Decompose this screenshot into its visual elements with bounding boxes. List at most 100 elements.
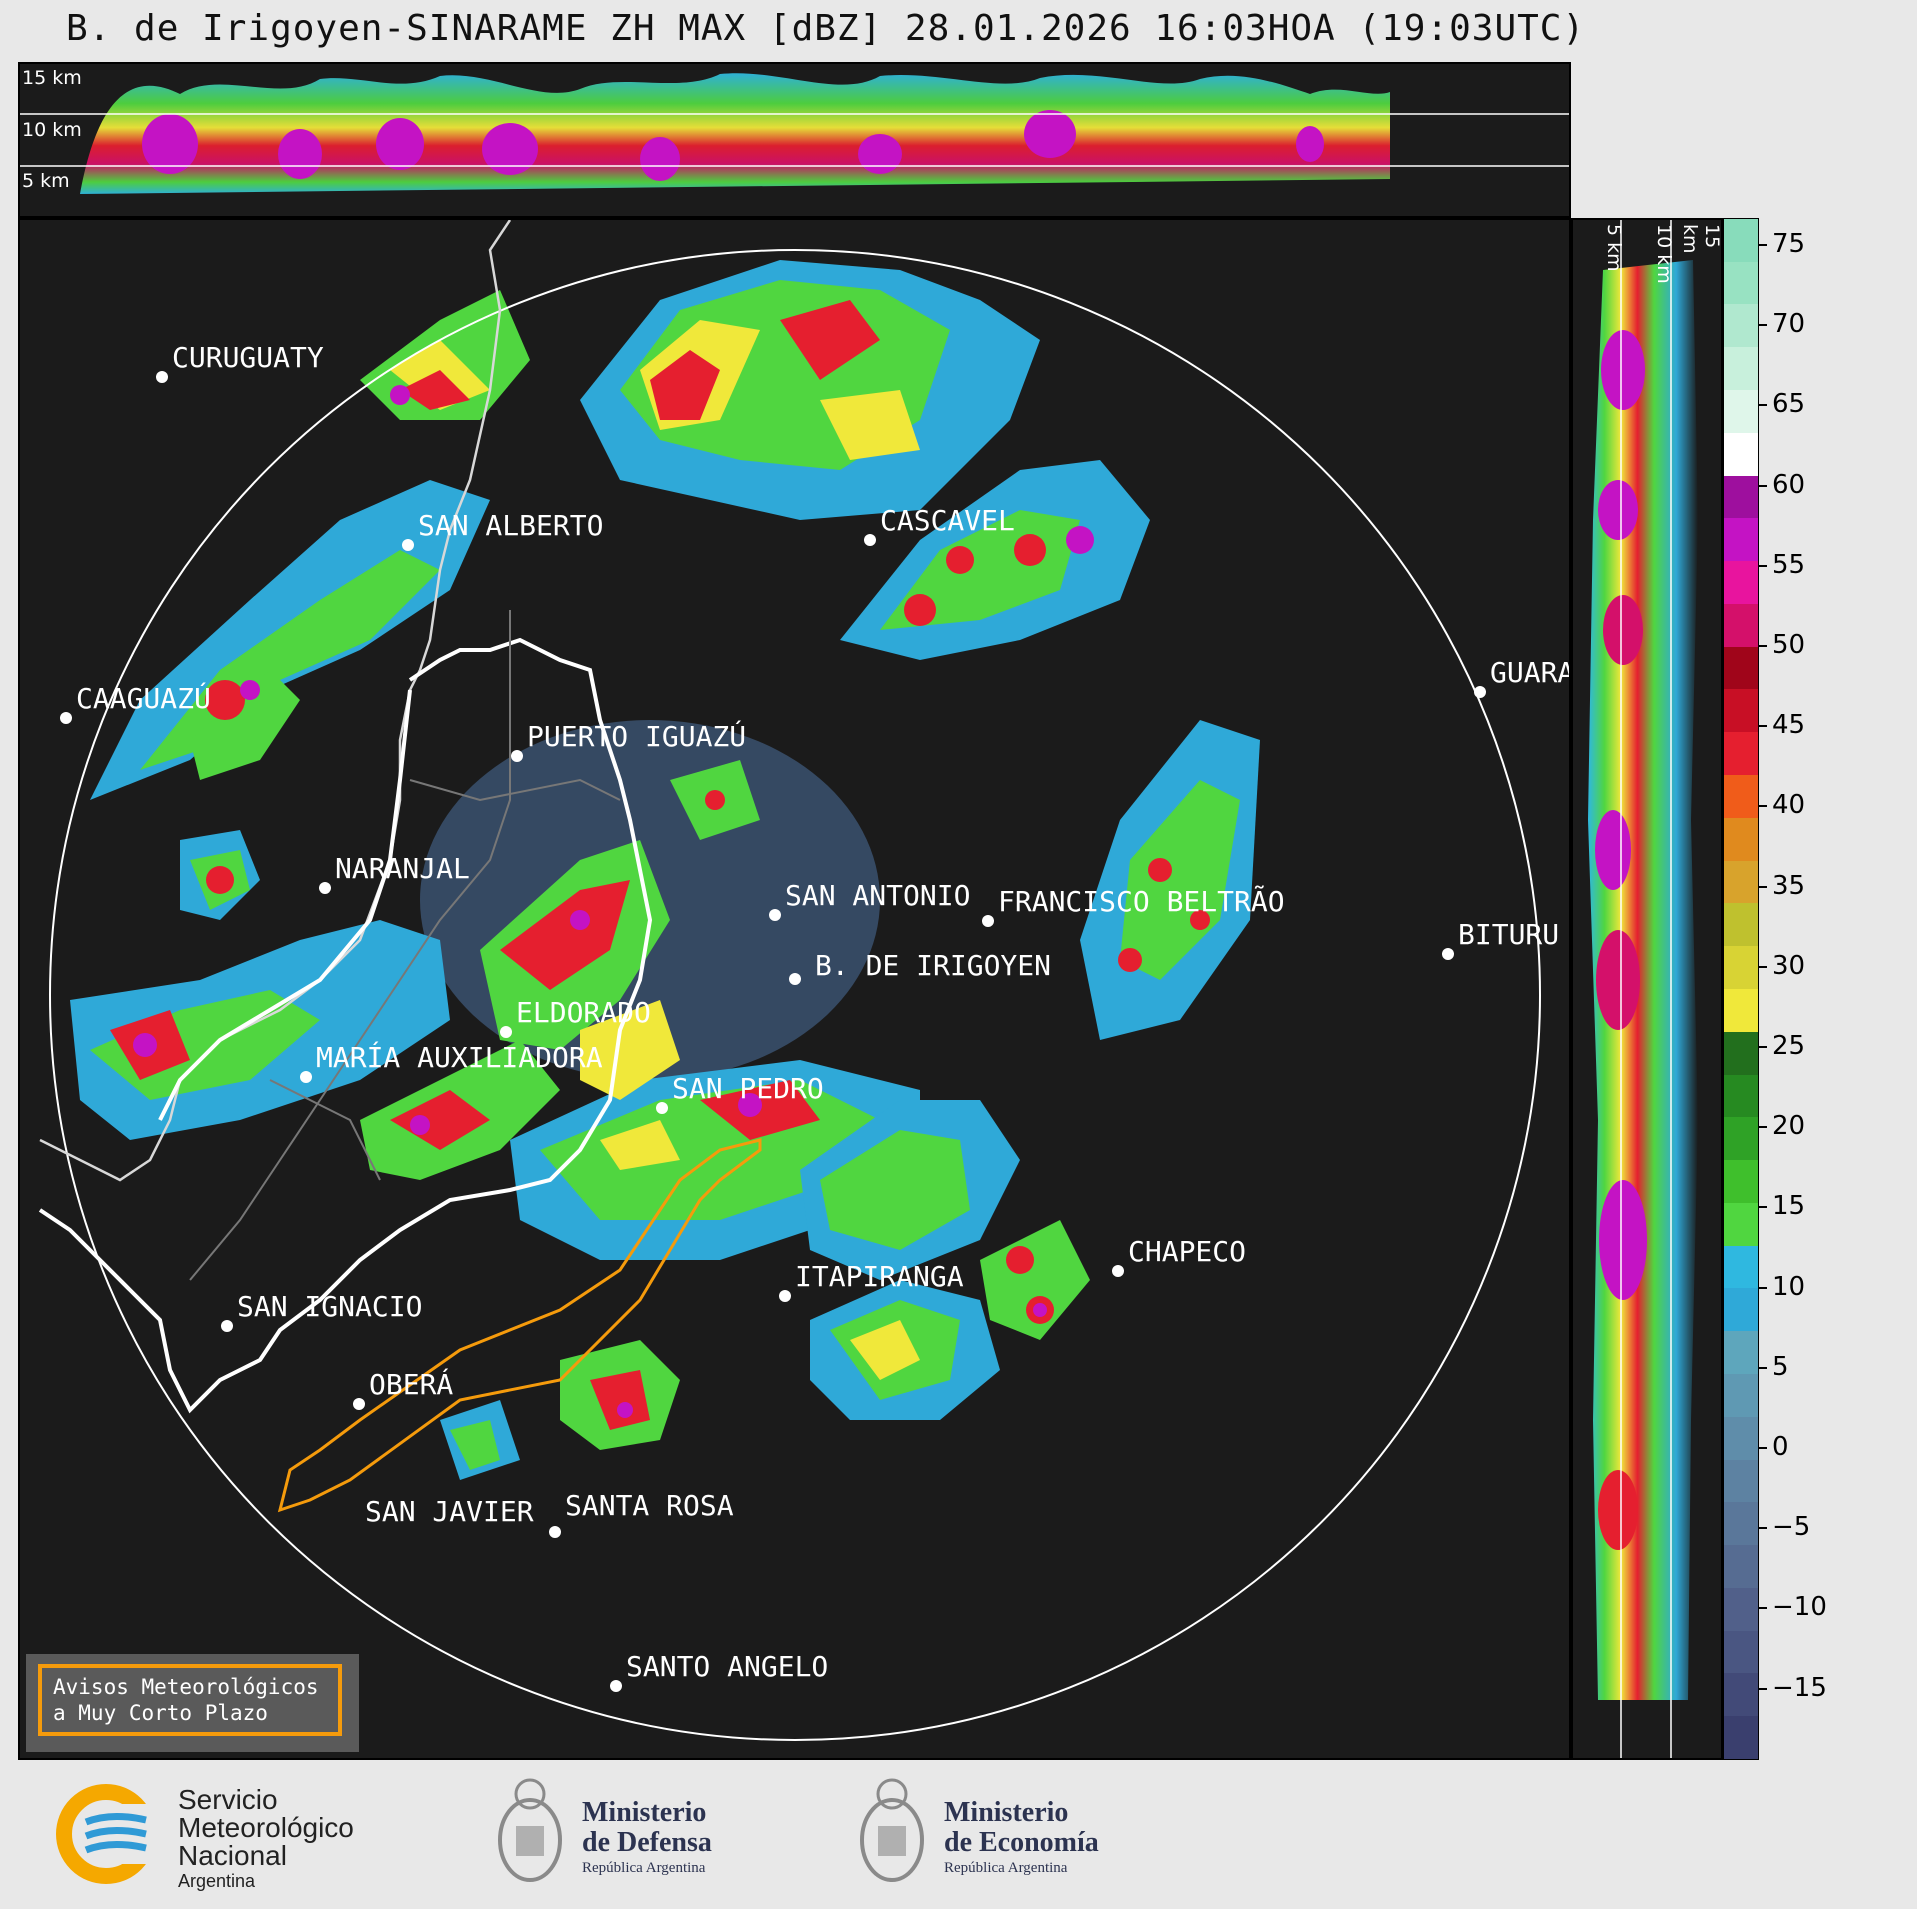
smn-line2: Meteorológico	[178, 1812, 354, 1843]
colorbar-tick-label: 65	[1772, 389, 1806, 420]
colorbar-tick-label: −10	[1772, 1592, 1827, 1623]
colorbar-band	[1724, 1074, 1758, 1118]
smn-logo-text: Servicio Meteorológico Nacional Argentin…	[178, 1786, 354, 1892]
colorbar-band	[1724, 561, 1758, 604]
range-ring	[49, 249, 1541, 1741]
colorbar-tick	[1759, 1687, 1767, 1690]
city-label-b-de-irigoyen: B. DE IRIGOYEN	[815, 949, 1051, 982]
city-dot	[1112, 1265, 1124, 1277]
city-dot	[300, 1071, 312, 1083]
city-label-san-javier: SAN JAVIER	[365, 1495, 534, 1528]
avisos-box[interactable]: Avisos Meteorológicos a Muy Corto Plazo	[26, 1654, 359, 1752]
city-label-puerto-iguazu: PUERTO IGUAZÚ	[527, 719, 746, 753]
colorbar-tick-label: 55	[1772, 549, 1806, 580]
colorbar-tick-label: 60	[1772, 469, 1806, 500]
city-dot	[656, 1102, 668, 1114]
city-label-santo-angelo: SANTO ANGELO	[626, 1650, 828, 1683]
colorbar-band	[1724, 946, 1758, 989]
colorbar-band	[1724, 603, 1758, 647]
colorbar-band	[1724, 775, 1758, 818]
city-label-eldorado: ELDORADO	[516, 996, 651, 1029]
colorbar-band	[1724, 1331, 1758, 1374]
colorbar-tick-label: 20	[1772, 1111, 1806, 1142]
economia-crest-icon	[860, 1778, 924, 1882]
colorbar-tick-label: 35	[1772, 870, 1806, 901]
city-label-itapiranga: ITAPIRANGA	[795, 1260, 964, 1293]
colorbar-tick	[1759, 1447, 1767, 1449]
colorbar-tick-label: 15	[1772, 1191, 1806, 1222]
colorbar-tick	[1759, 1046, 1767, 1048]
economia-line2: de Economía	[944, 1827, 1099, 1858]
colorbar-band	[1724, 432, 1758, 476]
city-label-bituru: BITURU	[1458, 918, 1559, 951]
colorbar-tick-label: 70	[1772, 309, 1806, 340]
economia-logo-text: Ministerio de Economía República Argenti…	[944, 1798, 1099, 1878]
city-dot	[549, 1526, 561, 1538]
side-height-15km: 15 km	[1679, 224, 1723, 254]
smn-line4: Argentina	[178, 1871, 256, 1891]
colorbar-tick-label: 45	[1772, 710, 1806, 741]
colorbar-tick	[1759, 1607, 1767, 1610]
river-border	[39, 220, 512, 1182]
city-dot	[864, 534, 876, 546]
city-dot	[769, 909, 781, 921]
colorbar-tick	[1759, 805, 1767, 808]
colorbar-tick	[1759, 885, 1767, 888]
colorbar-tick	[1759, 1206, 1767, 1209]
city-label-guara: GUARA	[1490, 656, 1569, 689]
city-dot	[500, 1026, 512, 1038]
defensa-logo-text: Ministerio de Defensa República Argentin…	[582, 1798, 712, 1878]
colorbar-band	[1724, 1117, 1758, 1161]
colorbar-tick	[1759, 1366, 1767, 1369]
colorbar-tick-label: 30	[1772, 950, 1806, 981]
defensa-crest-icon	[498, 1778, 562, 1882]
avisos-line1: Avisos Meteorológicos	[53, 1675, 319, 1699]
city-dot	[402, 539, 414, 551]
colorbar-band	[1724, 1545, 1758, 1588]
argentina-brazil-border	[38, 637, 653, 1414]
radar-site-dot	[789, 973, 801, 985]
colorbar-band	[1724, 1202, 1758, 1246]
city-label-san-pedro: SAN PEDRO	[672, 1072, 824, 1105]
colorbar-band	[1724, 475, 1758, 519]
dbz-colorbar	[1723, 218, 1759, 1760]
side-height-5km: 5 km	[1603, 224, 1625, 272]
colorbar-band	[1724, 304, 1758, 348]
colorbar-tick-label: 75	[1772, 229, 1806, 259]
colorbar-tick-label: 5	[1772, 1351, 1789, 1382]
city-label-curuguaty: CURUGUATY	[172, 341, 324, 374]
city-dot	[60, 712, 72, 724]
colorbar-band	[1724, 1245, 1758, 1289]
colorbar-tick	[1759, 1286, 1767, 1289]
top-height-5km: 5 km	[22, 170, 70, 192]
side-cross-section-echoes	[1588, 220, 1698, 1758]
defensa-line1: Ministerio	[582, 1797, 707, 1828]
city-label-santa-rosa: SANTA ROSA	[565, 1489, 734, 1522]
colorbar-tick-label: −5	[1772, 1512, 1811, 1543]
defensa-line2: de Defensa	[582, 1827, 712, 1858]
radar-map[interactable]: CURUGUATY SAN ALBERTO CAAGUAZÚ PUERTO IG…	[18, 218, 1571, 1760]
city-label-san-antonio: SAN ANTONIO	[785, 879, 970, 912]
city-dot	[1442, 948, 1454, 960]
city-label-san-ignacio: SAN IGNACIO	[237, 1290, 422, 1323]
colorbar-tick-label: 10	[1772, 1271, 1806, 1302]
colorbar-tick	[1759, 965, 1767, 968]
warning-polygon[interactable]	[277, 1138, 762, 1513]
side-height-10km: 10 km	[1653, 224, 1675, 284]
city-label-caaguazu: CAAGUAZÚ	[76, 681, 211, 715]
defensa-line3: República Argentina	[582, 1860, 706, 1876]
city-label-cascavel: CASCAVEL	[880, 504, 1015, 537]
colorbar-tick	[1759, 404, 1767, 407]
top-height-15km: 15 km	[22, 67, 82, 89]
colorbar-band	[1724, 732, 1758, 776]
top-cross-section-echoes	[20, 73, 1569, 194]
colorbar-tick	[1759, 324, 1767, 327]
colorbar-band	[1724, 261, 1758, 305]
colorbar-band	[1724, 390, 1758, 433]
colorbar-band	[1724, 1716, 1758, 1759]
city-dot	[1474, 686, 1486, 698]
smn-line3: Nacional	[178, 1840, 287, 1871]
colorbar-tick	[1759, 645, 1767, 647]
city-dot	[982, 915, 994, 927]
city-label-chapeco: CHAPECO	[1128, 1235, 1246, 1268]
